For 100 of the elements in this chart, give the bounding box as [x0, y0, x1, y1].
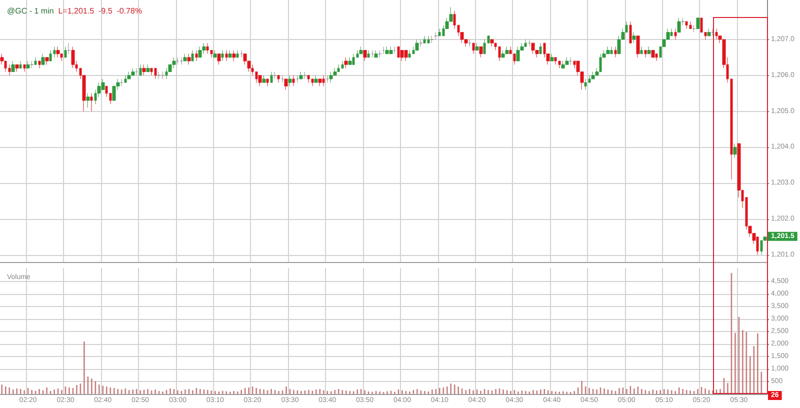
candlestick: [56, 46, 60, 58]
candlestick: [430, 36, 434, 44]
candlestick: [371, 50, 374, 58]
candlestick: [636, 36, 640, 58]
candlestick: [591, 72, 595, 80]
candlestick: [378, 50, 382, 58]
candlestick: [206, 42, 209, 54]
candlestick: [531, 42, 535, 54]
candlestick: [67, 42, 71, 54]
candlestick: [146, 64, 150, 72]
candlestick: [554, 57, 557, 65]
candlestick: [232, 50, 236, 62]
candlestick: [389, 46, 393, 54]
candlestick: [131, 68, 135, 76]
candlestick: [30, 60, 34, 68]
candlestick: [352, 54, 355, 65]
candlestick: [359, 46, 363, 54]
candlestick: [434, 32, 438, 40]
candlestick: [228, 50, 232, 58]
candlestick: [606, 46, 610, 54]
candlestick: [120, 78, 123, 86]
candlestick: [599, 54, 602, 72]
candlestick: [322, 75, 325, 86]
candlestick: [127, 72, 131, 80]
candlestick: [415, 39, 419, 50]
candlestick: [733, 143, 737, 158]
candlestick: [337, 64, 340, 72]
candlestick: [689, 21, 692, 29]
candlestick: [374, 50, 378, 58]
candlestick: [303, 72, 307, 80]
candlestick: [655, 54, 658, 62]
candlestick: [404, 50, 408, 62]
candlestick: [217, 54, 221, 65]
candlestick: [311, 78, 314, 86]
text: L=1,201.5 -9.5 -0.78%: [58, 6, 142, 16]
candlestick: [584, 78, 587, 90]
candlestick: [240, 50, 243, 58]
candlestick: [348, 57, 352, 65]
candlestick: [139, 64, 142, 76]
candlestick: [296, 75, 299, 83]
candlestick: [528, 39, 531, 47]
candlestick: [53, 46, 56, 58]
candlestick: [711, 28, 714, 36]
candlestick: [385, 46, 389, 54]
candlestick: [501, 50, 505, 58]
candlestick: [640, 46, 643, 54]
candlestick: [707, 28, 711, 36]
text: @GC - 1 min: [7, 6, 54, 16]
candlestick: [90, 93, 93, 112]
candlestick: [176, 57, 179, 65]
candlestick: [382, 46, 385, 54]
candlestick: [64, 46, 67, 58]
candlestick: [674, 28, 677, 40]
candlestick: [326, 75, 329, 83]
candlestick: [213, 50, 217, 58]
candlestick: [273, 72, 277, 80]
candlestick: [172, 57, 176, 68]
candlestick: [19, 60, 22, 68]
candlestick: [696, 18, 700, 29]
candlestick: [516, 46, 520, 62]
candlestick: [202, 42, 206, 54]
candlestick: [756, 236, 759, 256]
candlestick: [284, 78, 288, 90]
candlestick: [8, 64, 11, 76]
candlestick: [483, 39, 486, 54]
candlestick: [558, 60, 561, 68]
candlestick: [715, 28, 718, 40]
candlestick: [610, 46, 613, 54]
candlestick: [180, 57, 183, 65]
candlestick: [161, 72, 165, 80]
candlestick: [236, 50, 239, 58]
candlestick: [71, 46, 75, 68]
candlestick: [307, 75, 310, 83]
candlestick: [86, 93, 90, 108]
candlestick: [262, 75, 266, 83]
candlestick: [341, 60, 344, 68]
candlestick: [363, 50, 367, 62]
candlestick: [195, 50, 198, 62]
candlestick: [187, 54, 191, 65]
candlestick: [198, 46, 202, 58]
candlestick: [550, 54, 554, 62]
candlestick: [318, 78, 322, 86]
candlestick: [760, 240, 763, 256]
candlestick: [692, 24, 696, 33]
candlestick: [479, 46, 483, 58]
candlestick: [565, 57, 569, 65]
candlestick: [490, 39, 494, 47]
candlestick: [677, 18, 681, 33]
candlestick: [49, 50, 52, 62]
candlestick: [288, 75, 292, 86]
candlestick: [468, 39, 471, 47]
candlestick: [165, 68, 168, 80]
candlestick: [270, 72, 273, 83]
candlestick: [524, 39, 527, 47]
candlestick: [423, 36, 426, 44]
candlestick: [266, 78, 269, 86]
candlestick: [651, 50, 655, 58]
candlestick: [505, 46, 509, 54]
candlestick: [393, 46, 396, 54]
candlestick: [38, 60, 41, 68]
